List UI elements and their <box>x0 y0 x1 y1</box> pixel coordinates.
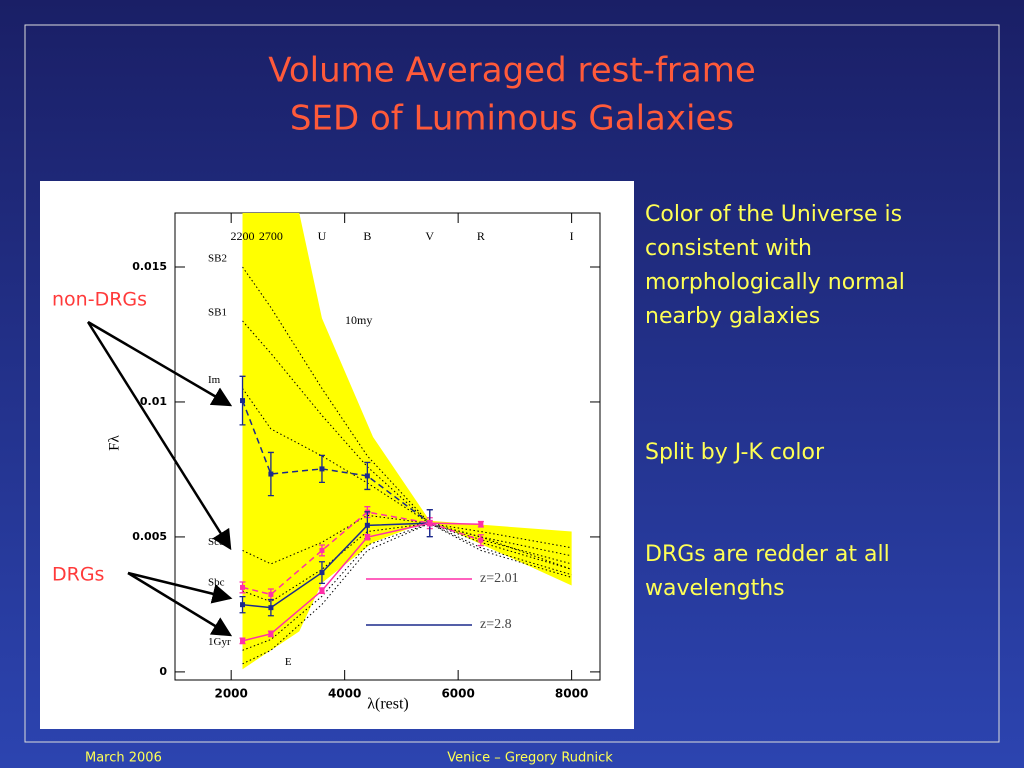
template-label: Im <box>208 374 221 386</box>
bullet-text: DRGs are redder at all <box>645 542 890 567</box>
plot <box>239 213 572 670</box>
band-label: B <box>363 229 371 243</box>
template-label: SB1 <box>208 307 227 319</box>
template-label: Sbc <box>208 576 225 588</box>
footer: March 2006 <box>85 751 162 766</box>
data-point <box>268 471 274 477</box>
legend-label: z=2.01 <box>480 571 519 586</box>
slide-title: Volume Averaged rest-frame <box>268 51 756 91</box>
series-line <box>242 522 481 642</box>
data-point <box>240 584 246 590</box>
x-tick-label: 2000 <box>214 687 247 701</box>
data-point <box>478 521 484 527</box>
slide-title: SED of Luminous Galaxies <box>290 99 734 139</box>
data-point <box>268 591 274 597</box>
bullet-text: wavelengths <box>645 576 785 601</box>
data-point <box>364 522 370 528</box>
y-tick-label: 0.01 <box>140 395 167 408</box>
template-label: SB2 <box>208 253 227 265</box>
series-line <box>242 511 482 596</box>
footer: Venice – Gregory Rudnick <box>447 751 613 766</box>
annotation: 10my <box>345 313 372 327</box>
data-point <box>268 605 274 611</box>
callout: DRGs <box>52 564 104 586</box>
data-point <box>240 602 246 608</box>
band-label: V <box>425 229 434 243</box>
data-point <box>364 473 370 479</box>
data-point <box>319 588 325 594</box>
data-point <box>240 638 246 644</box>
x-tick-label: 4000 <box>328 687 361 701</box>
data-point <box>364 534 370 540</box>
data-point <box>427 520 433 526</box>
bullet-text: Split by J-K color <box>645 440 825 465</box>
template-curve <box>242 266 572 557</box>
y-axis-label: Fλ <box>106 434 122 450</box>
data-point <box>319 570 325 576</box>
data-point <box>319 547 325 553</box>
x-tick-label: 8000 <box>555 687 588 701</box>
data-point <box>268 631 274 637</box>
y-tick-label: 0.015 <box>132 260 167 273</box>
template-label: E <box>285 656 292 668</box>
band-label: 2200 <box>231 229 255 243</box>
band-label: R <box>477 229 485 243</box>
x-tick-label: 6000 <box>441 687 474 701</box>
arrows <box>86 320 233 637</box>
envelope <box>242 213 572 670</box>
band-label: U <box>318 229 327 243</box>
data-point <box>319 466 325 472</box>
x-axis-label: λ(rest) <box>367 696 409 713</box>
bullet-text: consistent with <box>645 236 812 261</box>
plot-frame <box>174 212 601 681</box>
data-point <box>240 398 246 404</box>
template-curve <box>242 522 572 603</box>
band-label: I <box>570 229 574 243</box>
legend-label: z=2.8 <box>480 617 512 632</box>
template-curve <box>242 514 572 578</box>
template-label: 1Gyr <box>208 636 231 648</box>
band-label: 2700 <box>259 229 283 243</box>
y-tick-label: 0 <box>159 665 167 678</box>
frame <box>24 24 1000 743</box>
y-tick-label: 0.005 <box>132 530 167 543</box>
template-label: Scd <box>208 536 225 548</box>
bullet-text: morphologically normal <box>645 270 905 295</box>
callout: non-DRGs <box>52 289 147 311</box>
data-point <box>478 537 484 543</box>
bullet-text: Color of the Universe is <box>645 202 902 227</box>
bullet-text: nearby galaxies <box>645 304 820 329</box>
